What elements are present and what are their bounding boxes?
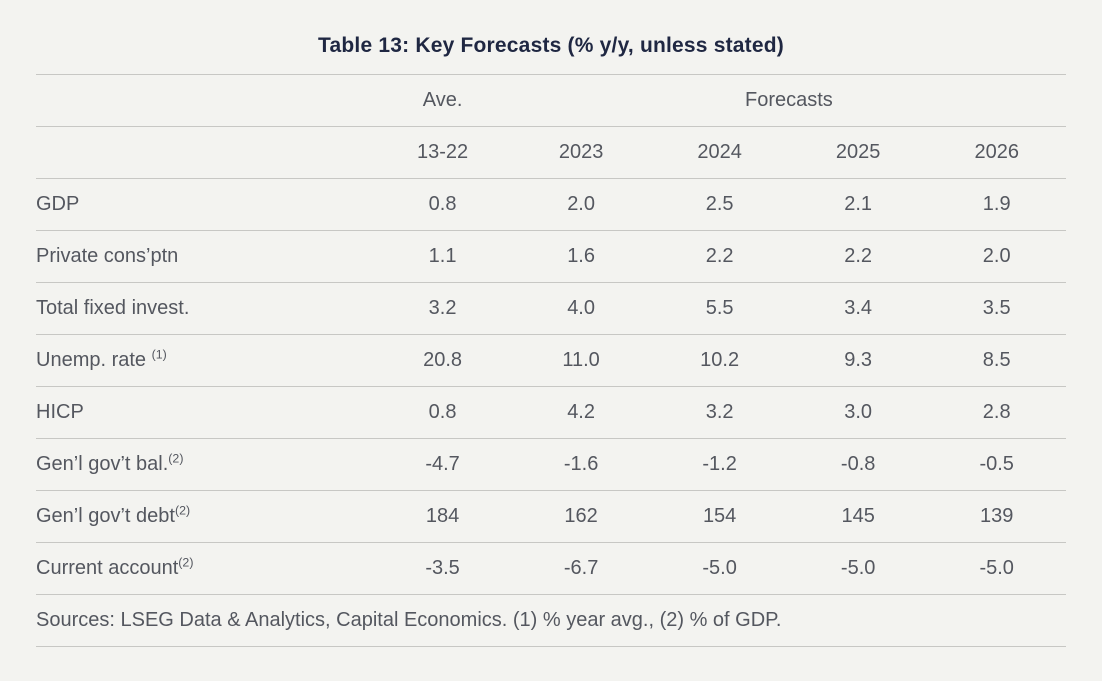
- row-label: Gen’l gov’t bal.(2): [36, 451, 184, 475]
- cell-value: 1.1: [428, 245, 457, 267]
- table-container: Table 13: Key Forecasts (% y/y, unless s…: [36, 34, 1066, 647]
- column-header-row: 13-22 2023 2024 2025 2026: [36, 126, 1066, 179]
- cell-value: -0.5: [979, 453, 1014, 475]
- group-header-forecasts: Forecasts: [745, 89, 833, 111]
- row-label: Total fixed invest.: [36, 297, 190, 319]
- cell-value: 20.8: [423, 349, 463, 371]
- cell-value: 5.5: [705, 297, 734, 319]
- table-row: Current account(2) -3.5 -6.7 -5.0 -5.0 -…: [36, 542, 1066, 595]
- cell-value: 162: [564, 505, 598, 527]
- cell-value: -4.7: [425, 453, 460, 475]
- cell-value: 3.2: [428, 297, 457, 319]
- cell-value: 11.0: [562, 349, 600, 371]
- source-note: Sources: LSEG Data & Analytics, Capital …: [36, 609, 782, 631]
- cell-value: 10.2: [700, 349, 740, 371]
- cell-value: 0.8: [428, 193, 457, 215]
- cell-value: 2.5: [705, 193, 734, 215]
- cell-value: -1.6: [563, 453, 599, 475]
- row-label: GDP: [36, 193, 80, 215]
- cell-value: 139: [980, 505, 1014, 527]
- cell-value: 8.5: [982, 349, 1011, 371]
- cell-value: 3.5: [982, 297, 1011, 319]
- cell-value: 3.0: [844, 401, 873, 423]
- table-row: Gen’l gov’t bal.(2) -4.7 -1.6 -1.2 -0.8 …: [36, 438, 1066, 491]
- cell-value: 2.0: [982, 245, 1011, 267]
- cell-value: -0.8: [840, 453, 876, 475]
- column-header: 2023: [558, 141, 604, 163]
- column-header: 2024: [697, 141, 742, 163]
- cell-value: 4.0: [567, 297, 595, 319]
- forecast-table: Ave. Forecasts 13-22 2023 2024 2025 2026…: [36, 74, 1066, 647]
- footnote-marker: (1): [151, 347, 167, 362]
- cell-value: 184: [425, 505, 460, 527]
- table-row: Private cons’ptn 1.1 1.6 2.2 2.2 2.0: [36, 230, 1066, 283]
- cell-value: 3.4: [844, 297, 873, 319]
- table-row: Total fixed invest. 3.2 4.0 5.5 3.4 3.5: [36, 282, 1066, 335]
- row-label: Gen’l gov’t debt(2): [36, 503, 191, 527]
- column-header: 2025: [835, 141, 881, 163]
- footnote-marker: (2): [178, 555, 194, 570]
- empty-corner-cell: [36, 75, 373, 127]
- row-label: Unemp. rate (1): [36, 347, 167, 371]
- cell-value: -6.7: [563, 557, 599, 579]
- cell-value: -1.2: [702, 453, 737, 475]
- group-header-ave: Ave.: [422, 89, 463, 111]
- cell-value: -5.0: [840, 557, 876, 579]
- source-row: Sources: LSEG Data & Analytics, Capital …: [36, 594, 1066, 647]
- table-title: Table 13: Key Forecasts (% y/y, unless s…: [318, 34, 784, 57]
- cell-value: 2.2: [705, 245, 734, 267]
- cell-value: 1.6: [567, 245, 595, 267]
- table-row: Unemp. rate (1) 20.8 11.0 10.2 9.3 8.5: [36, 334, 1066, 387]
- group-header-row: Ave. Forecasts: [36, 74, 1066, 127]
- cell-value: 0.8: [428, 401, 457, 423]
- table-row: Gen’l gov’t debt(2) 184 162 154 145 139: [36, 490, 1066, 543]
- cell-value: 154: [702, 505, 737, 527]
- cell-value: 1.9: [982, 193, 1011, 215]
- cell-value: 9.3: [844, 349, 873, 371]
- cell-value: 145: [841, 505, 875, 527]
- cell-value: 2.0: [567, 193, 595, 215]
- cell-value: 2.2: [844, 245, 873, 267]
- column-header: 2026: [974, 141, 1019, 163]
- footnote-marker: (2): [168, 451, 184, 466]
- cell-value: 3.2: [705, 401, 734, 423]
- empty-corner-cell: [36, 127, 373, 179]
- cell-value: -5.0: [702, 557, 737, 579]
- footnote-marker: (2): [174, 503, 191, 518]
- cell-value: -5.0: [979, 557, 1014, 579]
- row-label: Current account(2): [36, 555, 194, 579]
- row-label: Private cons’ptn: [36, 245, 179, 267]
- table-row: HICP 0.8 4.2 3.2 3.0 2.8: [36, 386, 1066, 439]
- cell-value: 2.1: [844, 193, 873, 215]
- cell-value: -3.5: [425, 557, 460, 579]
- column-header: 13-22: [416, 141, 469, 163]
- cell-value: 4.2: [567, 401, 595, 423]
- row-label: HICP: [36, 401, 84, 423]
- cell-value: 2.8: [982, 401, 1011, 423]
- table-row: GDP 0.8 2.0 2.5 2.1 1.9: [36, 178, 1066, 231]
